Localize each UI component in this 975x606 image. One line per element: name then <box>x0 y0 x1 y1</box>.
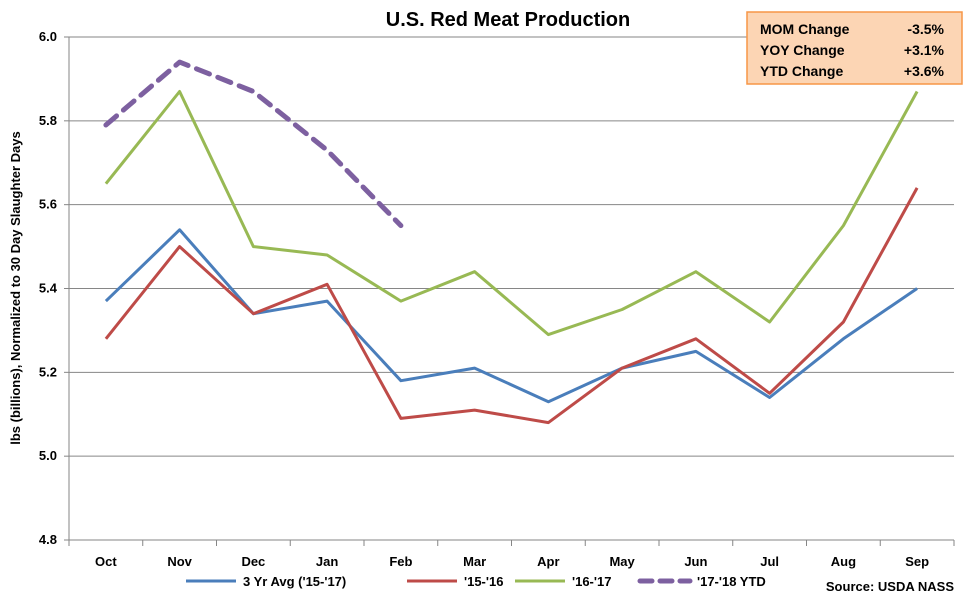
stat-value: -3.5% <box>907 21 944 37</box>
x-tick-labels: Oct Nov Dec Jan Feb Mar Apr May Jun Jul Aug Sep <box>95 554 929 569</box>
x-tick-label: May <box>609 554 635 569</box>
stat-value: +3.1% <box>904 42 945 58</box>
x-tick-label: Oct <box>95 554 117 569</box>
x-tick-label: Sep <box>905 554 929 569</box>
x-tick-label: Jul <box>760 554 779 569</box>
x-tick-label: Jan <box>316 554 338 569</box>
legend-label-0: 3 Yr Avg ('15-'17) <box>243 574 346 589</box>
y-tick-label: 5.2 <box>39 364 57 379</box>
axes <box>64 37 954 546</box>
x-tick-label: Mar <box>463 554 486 569</box>
series-line-0 <box>106 230 917 402</box>
x-tick-label: Apr <box>537 554 559 569</box>
stat-value: +3.6% <box>904 63 945 79</box>
stat-label: YTD Change <box>760 63 843 79</box>
y-tick-label: 5.6 <box>39 197 57 212</box>
stats-box: MOM Change -3.5% YOY Change +3.1% YTD Change… <box>747 12 962 84</box>
series-lines <box>106 62 917 423</box>
source-note: Source: USDA NASS <box>826 579 954 594</box>
y-tick-label: 5.0 <box>39 448 57 463</box>
x-tick-label: Dec <box>241 554 265 569</box>
legend-label-3: '17-'18 YTD <box>697 574 766 589</box>
y-tick-labels: 6.0 5.8 5.6 5.4 5.2 5.0 4.8 <box>39 29 58 547</box>
stat-label: YOY Change <box>760 42 845 58</box>
legend-label-1: '15-'16 <box>464 574 503 589</box>
chart-title: U.S. Red Meat Production <box>386 9 630 31</box>
x-tick-label: Jun <box>684 554 707 569</box>
x-tick-label: Aug <box>831 554 856 569</box>
y-axis-label: lbs (billions), Normalized to 30 Day Sla… <box>8 131 23 445</box>
y-tick-label: 5.4 <box>39 281 58 296</box>
series-line-3 <box>106 62 401 226</box>
y-tick-label: 6.0 <box>39 29 57 44</box>
legend-label-2: '16-'17 <box>572 574 611 589</box>
y-tick-label: 4.8 <box>39 532 57 547</box>
gridlines <box>69 37 954 540</box>
series-line-1 <box>106 188 917 423</box>
stat-label: MOM Change <box>760 21 850 37</box>
legend: 3 Yr Avg ('15-'17) '15-'16 '16-'17 '17-'18 … <box>186 574 766 589</box>
y-tick-label: 5.8 <box>39 113 57 128</box>
x-tick-label: Feb <box>389 554 412 569</box>
x-tick-label: Nov <box>167 554 192 569</box>
series-line-2 <box>106 92 917 335</box>
